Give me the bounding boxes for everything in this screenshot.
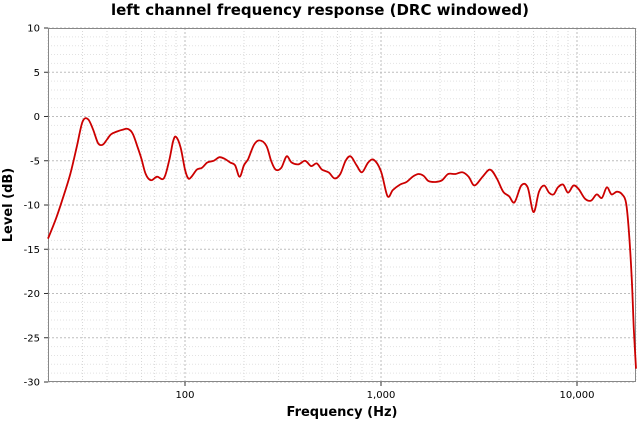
y-tick-label: -30 xyxy=(24,378,40,389)
series-line xyxy=(47,117,637,369)
y-tick-label: -10 xyxy=(24,201,40,212)
x-tick-label: 100 xyxy=(175,390,194,401)
x-axis-label: Frequency (Hz) xyxy=(287,405,398,420)
x-tick-label: 1,000 xyxy=(367,390,396,401)
chart-title: left channel frequency response (DRC win… xyxy=(110,1,530,19)
y-tick-label: -25 xyxy=(24,333,40,344)
y-tick-label: -20 xyxy=(24,289,40,300)
y-tick-label: 5 xyxy=(34,68,40,79)
y-tick-label: -5 xyxy=(30,156,40,167)
plot-frame xyxy=(48,28,636,382)
y-tick-label: 0 xyxy=(34,112,40,123)
y-axis-label: Level (dB) xyxy=(1,168,16,242)
ticks: 10 5 0 -5 -10 -15 -20 -25 -30 100 1,000 10,000 xyxy=(24,24,595,402)
y-tick-label: -15 xyxy=(24,245,40,256)
x-tick-label: 10,000 xyxy=(559,390,594,401)
y-tick-label: 10 xyxy=(27,24,40,35)
grid xyxy=(47,27,637,383)
